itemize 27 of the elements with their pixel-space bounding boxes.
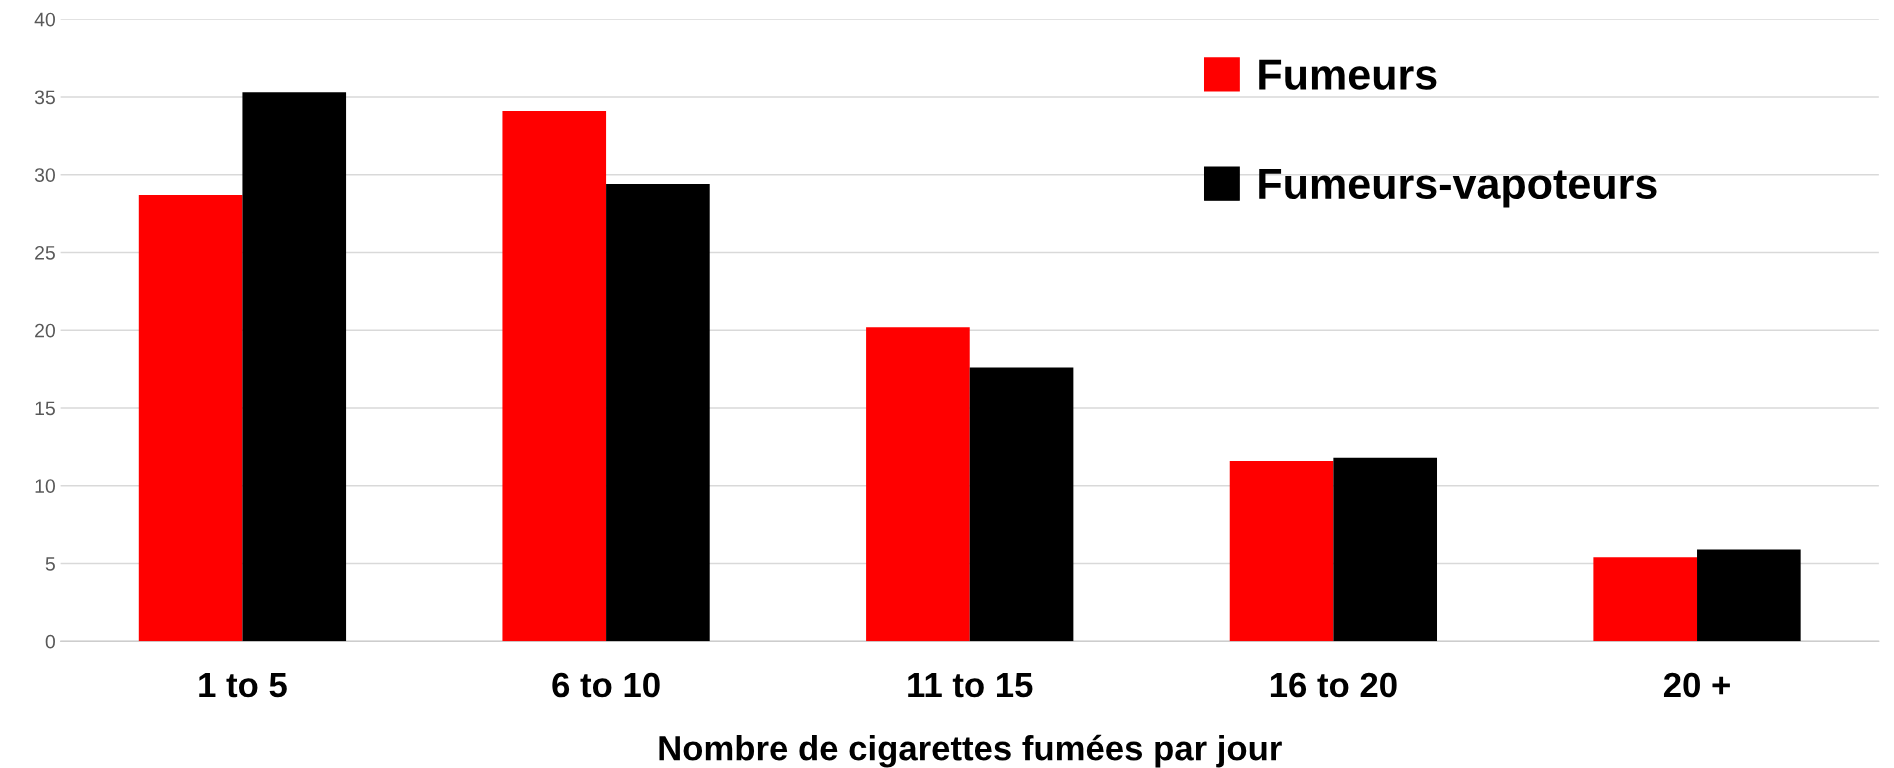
x-tick-label: 1 to 5 bbox=[199, 673, 287, 698]
y-tick-label: 25 bbox=[35, 245, 55, 260]
bar bbox=[138, 194, 243, 642]
bar bbox=[502, 110, 607, 642]
x-tick-label: 16 to 20 bbox=[1270, 672, 1397, 698]
bar bbox=[242, 92, 347, 642]
bar bbox=[969, 367, 1074, 642]
x-tick-label: 6 to 10 bbox=[552, 672, 660, 698]
y-tick-label: 15 bbox=[35, 401, 55, 416]
bar bbox=[606, 184, 710, 642]
x-axis-title: Nombre de cigarettes fumées par jour bbox=[659, 734, 1282, 768]
y-tick-label: 10 bbox=[35, 479, 55, 493]
y-tick-label: 0 bbox=[45, 634, 55, 649]
bar bbox=[1333, 457, 1438, 642]
x-tick-label: 11 to 15 bbox=[908, 673, 1033, 698]
x-tick-label: 20 + bbox=[1663, 672, 1730, 698]
bar bbox=[1229, 460, 1334, 642]
y-tick-label: 20 bbox=[35, 323, 55, 338]
y-tick-label: 30 bbox=[34, 168, 55, 182]
bar bbox=[1697, 549, 1801, 642]
y-tick-label: 35 bbox=[34, 90, 55, 105]
legend-label: Fumeurs-vapoteurs bbox=[1259, 169, 1657, 208]
y-tick-label: 5 bbox=[45, 557, 55, 571]
bar bbox=[1593, 557, 1698, 642]
y-tick-label: 40 bbox=[34, 12, 55, 27]
legend-label: Fumeurs bbox=[1259, 59, 1437, 90]
bar bbox=[866, 327, 970, 642]
